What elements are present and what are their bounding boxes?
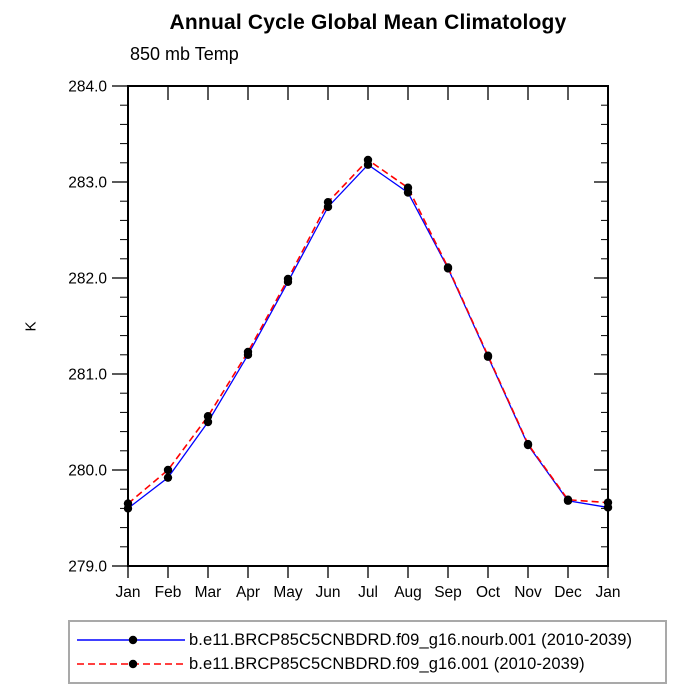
x-tick-label: Jul xyxy=(358,584,378,601)
y-tick-label: 281.0 xyxy=(68,367,107,384)
x-tick-label: Jan xyxy=(596,584,621,601)
data-point-marker xyxy=(283,274,293,284)
data-point-marker xyxy=(203,412,213,421)
series-line-0 xyxy=(127,163,609,509)
data-point-marker xyxy=(203,417,213,427)
data-point-marker xyxy=(603,498,613,507)
x-tick-label: Dec xyxy=(554,584,582,601)
x-tick-label: Feb xyxy=(155,584,182,601)
x-tick-label: Mar xyxy=(195,584,222,601)
x-tick-label: Sep xyxy=(434,584,462,601)
legend-box: b.e11.BRCP85C5CNBDRD.f09_g16.nourb.001 (… xyxy=(68,620,667,684)
y-tick-label: 280.0 xyxy=(68,463,107,480)
x-tick-label: Jan xyxy=(116,584,141,601)
legend-marker-icon xyxy=(128,659,138,669)
x-tick-label: Aug xyxy=(394,584,422,601)
legend-marker-icon xyxy=(128,635,138,645)
legend-label: b.e11.BRCP85C5CNBDRD.f09_g16.001 (2010-2… xyxy=(189,654,585,673)
data-point-marker xyxy=(563,495,573,504)
x-tick-label: Nov xyxy=(514,584,542,601)
data-point-marker xyxy=(523,439,533,449)
chart-title: Annual Cycle Global Mean Climatology xyxy=(169,11,567,34)
y-tick-label: 282.0 xyxy=(68,271,107,288)
legend-item-nourb: b.e11.BRCP85C5CNBDRD.f09_g16.nourb.001 (… xyxy=(75,632,665,649)
x-tick-label: Oct xyxy=(476,584,501,601)
chart-subtitle: 850 mb Temp xyxy=(130,44,239,64)
x-tick-label: May xyxy=(273,584,303,601)
data-point-marker xyxy=(243,347,253,357)
data-point-marker xyxy=(363,155,373,165)
legend-label: b.e11.BRCP85C5CNBDRD.f09_g16.nourb.001 (… xyxy=(189,630,633,649)
x-tick-label: Apr xyxy=(236,584,260,601)
data-point-marker xyxy=(163,473,173,482)
data-point-marker xyxy=(123,499,133,508)
y-tick-label: 279.0 xyxy=(68,559,107,576)
data-point-marker xyxy=(483,351,493,360)
y-tick-label: 283.0 xyxy=(68,175,107,192)
series-line-1 xyxy=(127,158,609,505)
data-point-marker xyxy=(403,183,413,192)
data-point-marker xyxy=(323,197,333,207)
legend-item-base: b.e11.BRCP85C5CNBDRD.f09_g16.001 (2010-2… xyxy=(75,656,665,673)
data-point-marker xyxy=(443,263,453,272)
x-tick-label: Jun xyxy=(316,584,341,601)
legend-sample-dashed-line xyxy=(77,659,185,669)
data-point-marker xyxy=(163,465,173,475)
legend-sample-solid-line xyxy=(77,635,185,645)
y-tick-label: 284.0 xyxy=(68,79,107,96)
